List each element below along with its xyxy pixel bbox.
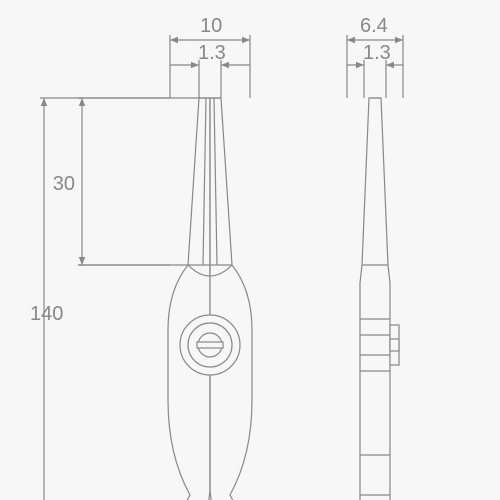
dim-side-outer: 6.4: [360, 15, 388, 37]
dim-front-inner: 1.3: [198, 42, 226, 64]
dim-30: 30: [53, 173, 75, 195]
dim-140: 140: [30, 303, 63, 325]
dim-front-outer: 10: [200, 15, 222, 37]
dim-side-inner: 1.3: [363, 42, 391, 64]
